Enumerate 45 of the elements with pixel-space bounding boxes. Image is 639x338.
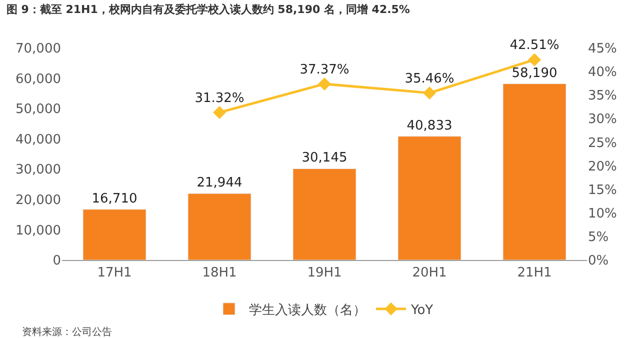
data-label: 30,145: [302, 150, 348, 166]
text: 资料来源：公司公告: [22, 326, 112, 338]
y-tick-label: 20,000: [16, 192, 61, 208]
y-tick-label: 70,000: [16, 42, 61, 57]
x-tick-label: 21H1: [517, 266, 552, 281]
y2-tick-label: 40%: [588, 65, 617, 80]
data-label: 35.46%: [404, 71, 454, 86]
bar: [82, 209, 146, 260]
y-tick-label: 30,000: [16, 162, 61, 178]
y2-tick-label: 30%: [588, 112, 617, 128]
legend-label: 学生入读人数（名）: [249, 302, 366, 318]
x-tick-label: 18H1: [202, 266, 237, 281]
y2-tick-label: 15%: [588, 182, 617, 198]
y2-tick-label: 0%: [588, 254, 609, 269]
bar: [502, 84, 566, 260]
y-tick-label: 50,000: [16, 102, 61, 118]
data-label: 16,710: [92, 191, 138, 206]
data-label: 40,833: [406, 118, 452, 134]
y-tick-label: 10,000: [16, 223, 61, 238]
y2-tick-label: 35%: [588, 88, 617, 104]
y-tick-label: 0: [52, 254, 61, 269]
y2-tick-label: 5%: [588, 230, 609, 245]
data-label: 21,944: [196, 176, 242, 191]
y2-tick-label: 20%: [588, 159, 617, 174]
x-tick-label: 17H1: [97, 266, 132, 281]
x-tick-label: 20H1: [412, 266, 447, 281]
y2-tick-label: 45%: [588, 42, 617, 57]
data-label: 31.32%: [194, 90, 244, 106]
y2-tick-label: 25%: [588, 136, 617, 151]
point: [213, 106, 226, 119]
point: [423, 86, 436, 100]
chart-title: 图 9：截至 21H1，校网内自有及委托学校入读人数约 58,190 名，同增 42.5%: [6, 2, 410, 16]
y-tick-label: 40,000: [16, 132, 61, 148]
legend-label: YoY: [410, 302, 434, 318]
y2-tick-label: 10%: [588, 206, 617, 222]
data-label: 42.51%: [510, 38, 560, 54]
y-tick-label: 60,000: [16, 72, 61, 87]
point: [318, 77, 331, 90]
data-label: 37.37%: [300, 62, 350, 78]
bar: [292, 168, 356, 260]
point: [528, 53, 541, 66]
bar: [188, 193, 252, 260]
data-label: 58,190: [512, 66, 558, 81]
bar: [398, 136, 462, 260]
x-tick-label: 19H1: [307, 266, 342, 281]
